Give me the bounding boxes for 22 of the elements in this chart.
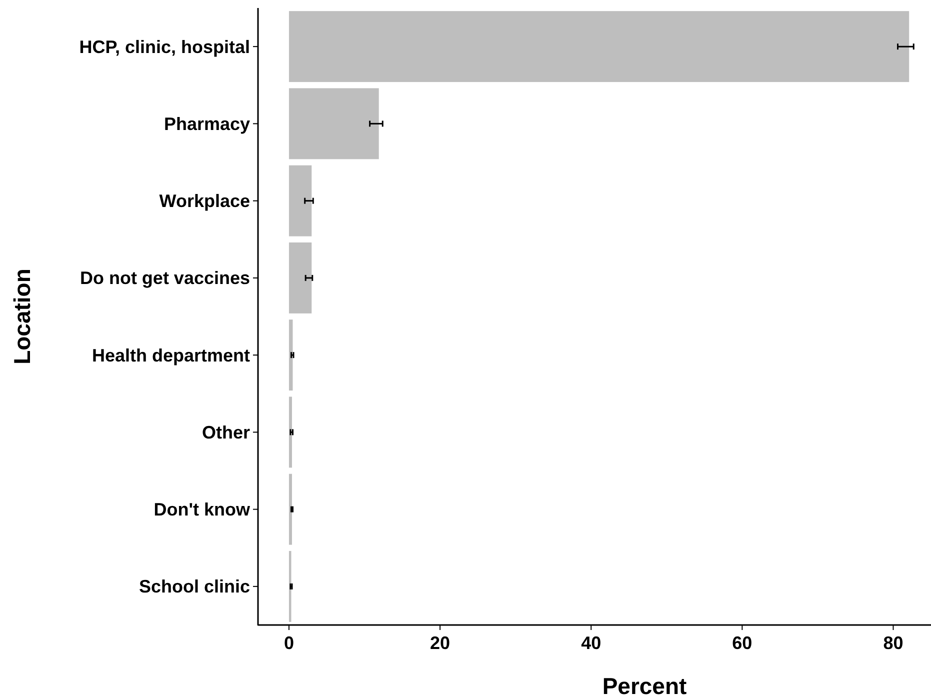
bar [288, 88, 379, 160]
y-tick-label: Do not get vaccines [80, 268, 250, 288]
y-tick-label: Workplace [159, 191, 250, 212]
x-tick-label: 60 [732, 633, 752, 653]
x-tick-label: 80 [883, 633, 904, 653]
y-axis-title: Location [9, 268, 35, 364]
bar [288, 320, 293, 391]
bar [288, 165, 312, 236]
y-tick-label: Other [202, 422, 250, 442]
y-tick-label: Pharmacy [164, 114, 250, 134]
bar [288, 11, 910, 82]
y-tick-label: HCP, clinic, hospital [79, 36, 250, 57]
x-tick-label: 0 [284, 633, 294, 653]
bar [288, 474, 292, 545]
y-tick-label: Don't know [154, 500, 251, 520]
bar [288, 396, 292, 468]
x-axis-title: Percent [602, 673, 688, 699]
bar [288, 242, 312, 314]
y-tick-label: School clinic [138, 576, 250, 597]
x-tick-label: 40 [581, 633, 602, 653]
x-tick-label: 20 [430, 633, 450, 653]
y-tick-label: Health department [92, 345, 250, 366]
